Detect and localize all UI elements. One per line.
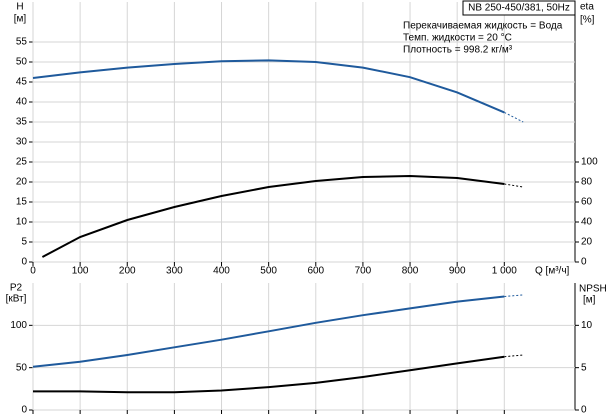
y-label: H — [16, 2, 23, 13]
y2-tick-label: 0 — [581, 257, 587, 268]
y-tick-label: 50 — [16, 362, 28, 373]
y-tick-label: 15 — [16, 197, 28, 208]
y-tick-label: 40 — [16, 97, 28, 108]
y-tick-label: 25 — [16, 157, 28, 168]
y2-tick-label: 10 — [581, 320, 593, 331]
y2-tick-label: 0 — [581, 405, 587, 416]
curve — [33, 355, 505, 394]
x-tick-label: 0 — [30, 266, 36, 277]
curve — [504, 111, 524, 123]
info-title: NB 250-450/381, 50Hz — [468, 3, 570, 14]
y2-tick-label: 20 — [581, 237, 593, 248]
curve — [504, 354, 524, 358]
y-tick-label: 50 — [16, 57, 28, 68]
x-tick-label: 300 — [166, 266, 183, 277]
y2-label: eta — [580, 2, 594, 13]
x-tick-label: 900 — [449, 266, 466, 277]
curve — [504, 183, 524, 188]
x-label: Q [м³/ч] — [535, 266, 570, 277]
x-tick-label: 1 000 — [492, 266, 517, 277]
y-label: P2 — [10, 283, 23, 294]
annotation: Перекачиваемая жидкость = Вода — [403, 21, 563, 32]
y2-unit: [м] — [583, 295, 596, 306]
y2-tick-label: 80 — [581, 177, 593, 188]
annotation: Плотность = 998.2 кг/м³ — [403, 45, 513, 56]
x-tick-label: 500 — [260, 266, 277, 277]
y2-label: NPSH — [579, 284, 607, 295]
curve — [32, 59, 505, 114]
y2-tick-label: 100 — [581, 157, 598, 168]
y2-tick-label: 5 — [581, 362, 587, 373]
x-tick-label: 800 — [402, 266, 419, 277]
y2-tick-label: 40 — [581, 217, 593, 228]
y-tick-label: 0 — [21, 405, 27, 416]
y-unit: [м] — [14, 14, 27, 25]
curve — [504, 294, 524, 297]
y-tick-label: 35 — [16, 117, 28, 128]
y2-tick-label: 60 — [581, 197, 593, 208]
x-tick-label: 600 — [307, 266, 324, 277]
y-tick-label: 100 — [10, 320, 27, 331]
y-tick-label: 20 — [16, 177, 28, 188]
y-tick-label: 55 — [16, 37, 28, 48]
y-tick-label: 5 — [21, 237, 27, 248]
x-tick-label: 100 — [72, 266, 89, 277]
y-tick-label: 30 — [16, 137, 28, 148]
y-tick-label: 0 — [21, 257, 27, 268]
y-unit: [кВт] — [6, 294, 27, 305]
x-tick-label: 400 — [213, 266, 230, 277]
y-tick-label: 10 — [16, 217, 28, 228]
x-tick-label: 200 — [119, 266, 136, 277]
curve — [41, 174, 505, 258]
y2-unit: [%] — [580, 15, 595, 26]
annotation: Темп. жидкости = 20 °C — [403, 33, 512, 44]
curve — [32, 295, 505, 368]
x-tick-label: 700 — [355, 266, 372, 277]
y-tick-label: 45 — [16, 77, 28, 88]
info-box — [462, 0, 576, 16]
